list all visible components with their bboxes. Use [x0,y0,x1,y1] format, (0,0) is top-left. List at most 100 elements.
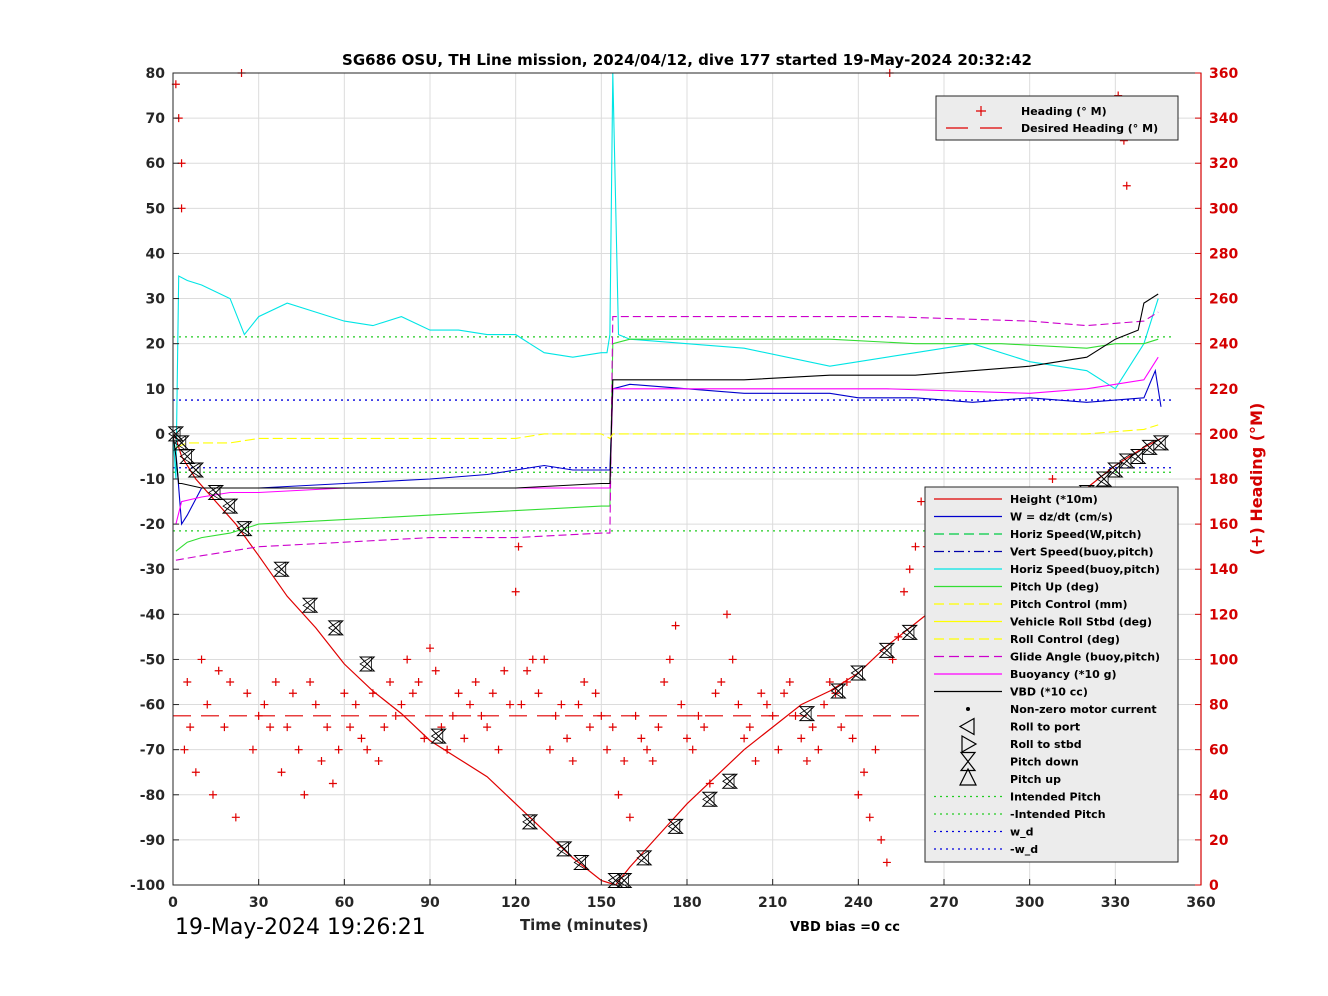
heading-point [511,587,520,596]
right-tick-label: 280 [1209,246,1238,262]
legend-heading-swatch [976,106,986,116]
heading-point [408,689,417,698]
heading-point [1122,181,1131,190]
pitch-event-marker [1118,453,1135,469]
heading-point [568,756,577,765]
heading-point [183,678,192,686]
heading-point [483,723,492,732]
heading-point [911,542,920,551]
series-line [175,424,1159,448]
heading-point [226,678,235,686]
roll-event-marker [273,561,287,577]
heading-point [877,835,886,844]
heading-point [363,745,372,754]
pitch-event-marker [667,818,684,834]
heading-point [494,745,503,754]
heading-point [797,734,806,743]
heading-point [380,723,389,732]
right-tick-label: 20 [1209,833,1229,849]
x-tick-label: 240 [844,895,873,911]
series-line [175,356,1159,525]
heading-point [414,678,423,686]
heading-point [471,678,480,686]
heading-point [311,700,320,709]
pitch-event-marker [573,854,590,870]
heading-point [842,678,851,686]
heading-point [231,813,240,822]
event-markers [167,426,1170,889]
heading-series [171,69,1166,867]
right-tick-label: 120 [1209,607,1238,623]
x-tick-label: 330 [1101,895,1130,911]
heading-point [505,700,514,709]
heading-point [597,711,606,720]
heading-point [825,678,834,686]
legend-main-label: Pitch up [1010,773,1061,786]
heading-point [762,700,771,709]
legend-main-label: VBD (*10 cc) [1010,686,1088,699]
pitch-event-marker [1152,435,1170,451]
pitch-event-marker [798,706,816,722]
legend-main-label: Roll to stbd [1010,738,1082,751]
heading-point [637,734,646,743]
y-tick-label: 70 [146,111,166,127]
right-tick-label: 60 [1209,743,1229,759]
x-tick-label: 30 [249,895,269,911]
legend-heading: Heading (° M) Desired Heading (° M) [935,95,1179,141]
heading-point [500,666,509,675]
pitch-event-marker [179,448,196,464]
heading-point [917,497,926,506]
right-tick-label: 100 [1209,652,1238,668]
pitch-event-marker [521,814,539,830]
right-tick-label: 300 [1209,201,1238,217]
heading-point [351,700,360,709]
legend-main-label: Roll to port [1010,721,1080,734]
pitch-event-marker [358,656,376,672]
y-tick-label: 10 [146,382,166,398]
y-tick-label: -90 [140,833,166,849]
x-tick-label: 150 [587,895,616,911]
heading-point [882,858,891,867]
heading-point [551,711,560,720]
roll-event-marker [879,642,892,659]
heading-point [443,745,452,754]
pitch-event-marker [187,462,205,478]
pitch-event-marker [635,850,653,866]
heading-point [431,666,440,675]
pitch-event-marker [1129,448,1147,464]
heading-point [397,700,406,709]
legend-main-label: W = dz/dt (cm/s) [1010,511,1113,524]
heading-point [448,711,457,720]
roll-event-marker [208,484,221,501]
pitch-event-marker [1141,439,1158,455]
heading-point [854,790,863,799]
legend-main-label: Glide Angle (buoy,pitch) [1010,651,1160,664]
roll-event-marker [901,624,915,641]
heading-point [220,723,229,732]
heading-point [894,632,903,641]
chart-title: SG686 OSU, TH Line mission, 2024/04/12, … [342,51,1032,69]
y-tick-label: 20 [146,337,166,353]
heading-point [460,734,469,743]
heading-point [654,723,663,732]
roll-event-marker [722,773,735,789]
heading-point [751,756,760,765]
y-tick-label: -40 [140,607,166,623]
heading-point [802,756,811,765]
y-tick-label: -80 [140,788,166,804]
y-tick-label: -20 [140,517,166,533]
heading-point [528,655,537,664]
pitch-event-marker [615,872,633,888]
legend-main-label: Vehicle Roll Stbd (deg) [1010,616,1152,629]
x-tick-label: 360 [1186,895,1215,911]
heading-point [328,779,337,788]
roll-event-marker [168,426,181,442]
heading-point [386,678,395,686]
roll-event-marker [636,850,649,866]
roll-event-marker [556,841,569,857]
x-tick-label: 300 [1015,895,1044,911]
series-line [175,311,1159,561]
heading-point [671,621,680,630]
heading-point [717,678,726,686]
heading-point [603,745,612,754]
